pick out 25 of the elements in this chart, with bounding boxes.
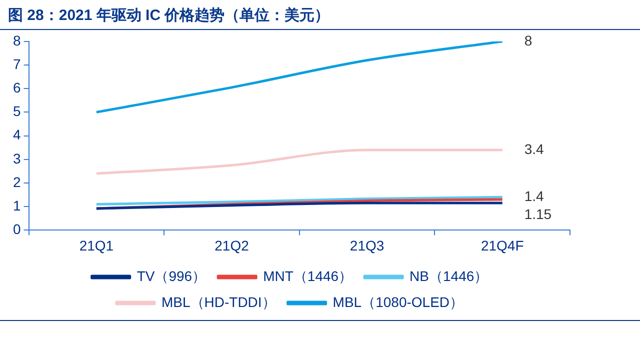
x-tick-label: 21Q1	[79, 237, 114, 254]
legend-label: MBL（1080-OLED）	[332, 294, 464, 310]
chart-title: 图 28：2021 年驱动 IC 价格趋势（单位：美元）	[0, 0, 640, 30]
y-tick-label: 8	[12, 32, 21, 48]
y-tick-label: 1	[12, 197, 21, 214]
data-label: 1.15	[524, 206, 552, 222]
data-label: 3.4	[524, 140, 544, 157]
x-tick-label: 21Q4F	[480, 237, 524, 254]
line-series	[95, 196, 504, 206]
legend-label: TV（996）	[136, 268, 206, 284]
y-tick-label: 0	[12, 221, 21, 238]
y-tick-label: 6	[12, 79, 21, 96]
y-tick-label: 7	[12, 56, 21, 72]
y-tick-label: 3	[12, 150, 21, 166]
y-tick-label: 2	[12, 174, 21, 190]
legend-label: NB（1446）	[410, 268, 488, 284]
x-tick-label: 21Q3	[350, 237, 384, 254]
legend-label: MBL（HD-TDDI）	[161, 294, 276, 310]
y-tick-label: 5	[12, 103, 21, 120]
y-tick-label: 4	[12, 126, 21, 143]
x-tick-label: 21Q2	[214, 237, 250, 254]
data-label: 1.4	[524, 188, 544, 204]
line-series	[95, 41, 504, 114]
data-label: 8	[524, 32, 532, 48]
legend-label: MNT（1446）	[263, 268, 353, 284]
